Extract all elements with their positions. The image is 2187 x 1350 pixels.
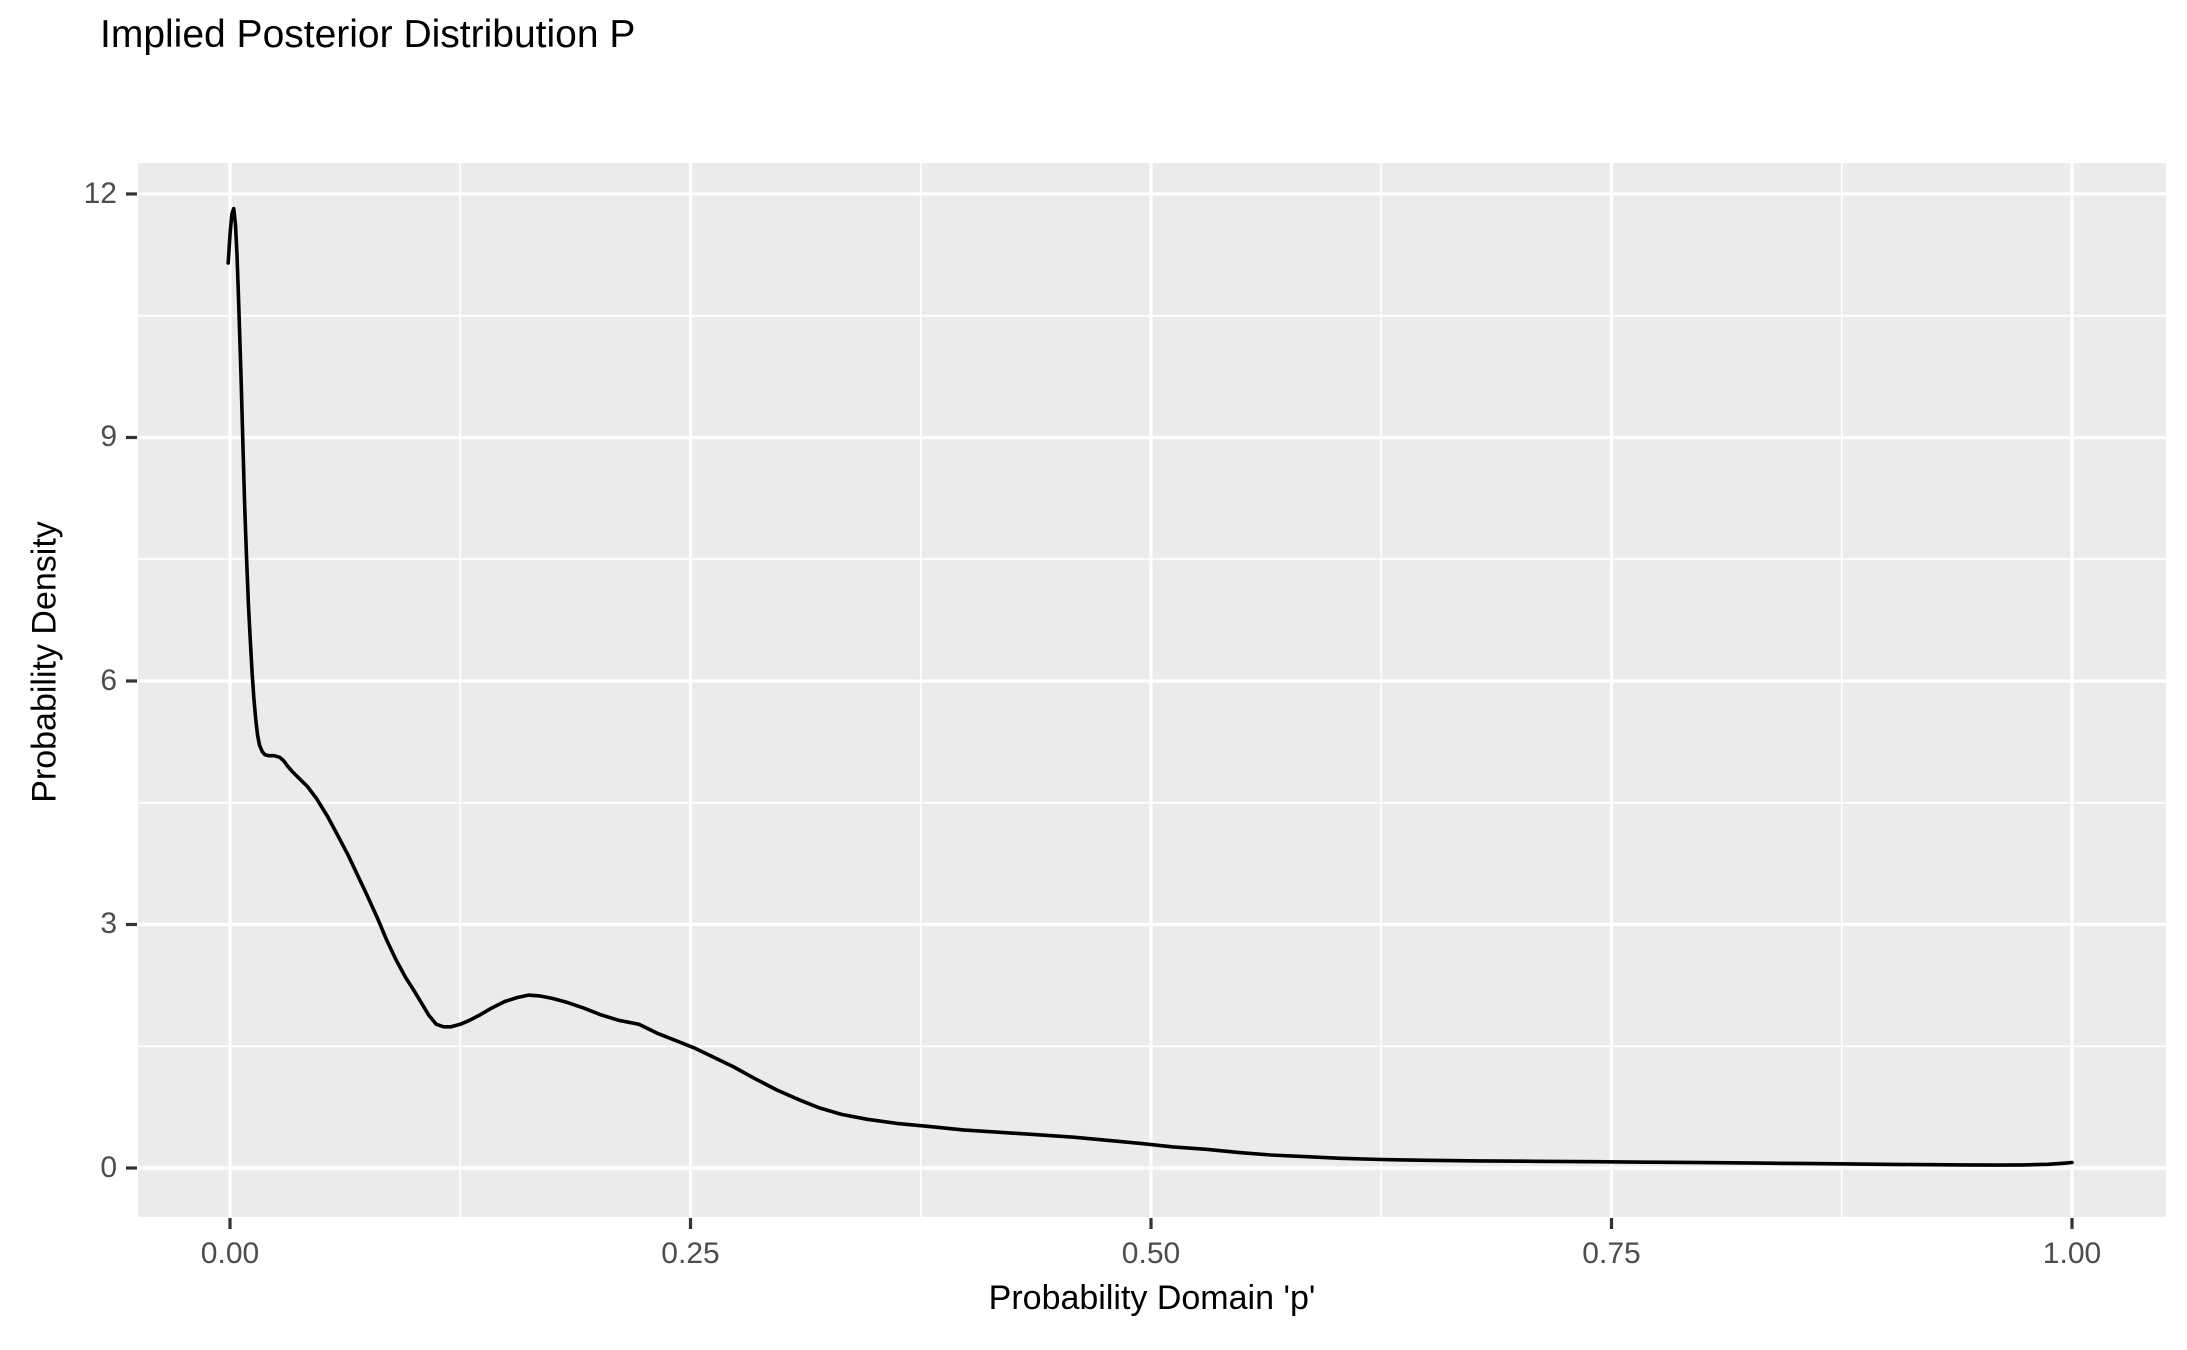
x-tick-label: 0.50 <box>1121 1237 1181 1270</box>
y-tick-label: 6 <box>100 663 117 697</box>
x-axis-title: Probability Domain 'p' <box>988 1279 1316 1317</box>
density-curve <box>226 206 2074 1167</box>
y-tick-label: 9 <box>100 420 117 454</box>
y-tick-label: 12 <box>83 176 117 210</box>
x-tick-label: 1.00 <box>2042 1237 2102 1270</box>
y-axis-title: Probability Density <box>25 521 64 803</box>
y-tick-label: 3 <box>100 907 117 941</box>
y-tick-label: 0 <box>100 1151 117 1184</box>
x-tick-label: 0.00 <box>200 1237 260 1270</box>
x-tick-label: 0.75 <box>1582 1237 1641 1270</box>
x-tick-label: 0.25 <box>661 1237 720 1270</box>
plot-title: Implied Posterior Distribution P <box>100 13 636 56</box>
